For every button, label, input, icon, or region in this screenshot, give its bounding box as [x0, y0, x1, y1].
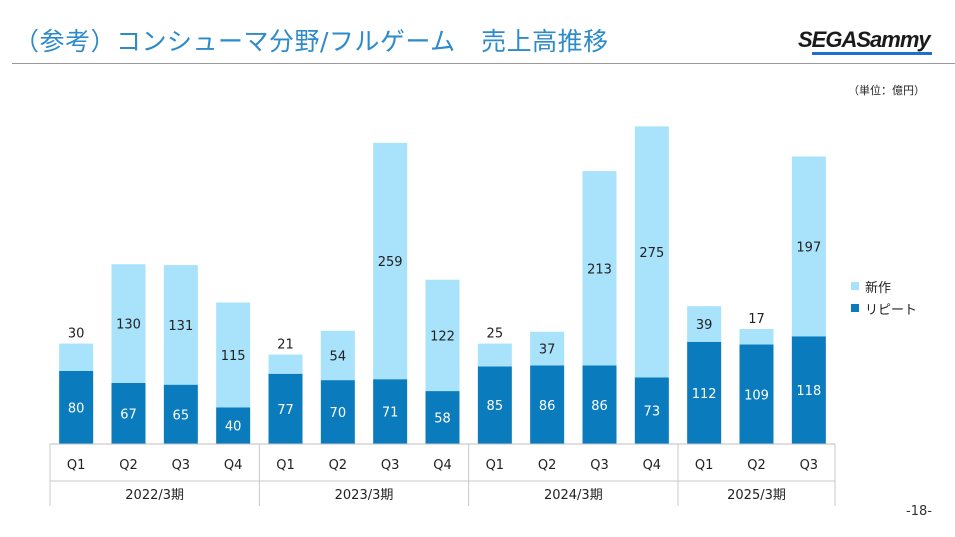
group-label-3: 2024/3期 — [544, 488, 603, 503]
data-label-repeat-12: 73 — [644, 405, 661, 420]
bar-repeat-14 — [739, 344, 774, 444]
data-label-new-13: 39 — [696, 318, 713, 333]
legend-label-new: 新作 — [865, 280, 892, 296]
group-label-1: 2022/3期 — [125, 488, 184, 503]
title-divider — [12, 63, 955, 64]
page-title: （参考）コンシューマ分野/フルゲーム 売上高推移 — [14, 27, 609, 56]
bar-repeat-10 — [530, 365, 565, 444]
legend-label-repeat: リピート — [865, 302, 918, 318]
bar-new-12 — [634, 126, 669, 378]
bar-new-4 — [216, 302, 251, 408]
tick-label-14: Q2 — [747, 458, 766, 473]
data-label-repeat-15: 118 — [796, 384, 821, 399]
bar-new-15 — [791, 156, 826, 337]
legend-swatch-repeat — [851, 304, 859, 312]
data-label-repeat-3: 65 — [173, 408, 190, 423]
bar-repeat-11 — [582, 365, 617, 444]
bar-new-13 — [687, 306, 722, 342]
tick-label-7: Q3 — [381, 458, 400, 473]
bar-repeat-9 — [477, 366, 512, 444]
data-label-new-15: 197 — [796, 240, 821, 255]
data-label-repeat-11: 86 — [591, 399, 608, 414]
bar-repeat-5 — [268, 373, 303, 444]
tick-label-6: Q2 — [329, 458, 348, 473]
data-label-new-3: 131 — [168, 319, 193, 334]
bar-repeat-7 — [373, 379, 408, 444]
data-label-new-9: 25 — [487, 327, 504, 342]
data-label-new-12: 275 — [639, 246, 664, 261]
data-label-repeat-8: 58 — [434, 412, 451, 427]
data-label-repeat-7: 71 — [382, 406, 399, 421]
tick-label-12: Q4 — [643, 458, 662, 473]
bar-new-10 — [530, 331, 565, 366]
legend-item-repeat: リピート — [851, 297, 917, 319]
data-label-new-14: 17 — [748, 312, 765, 327]
data-label-repeat-1: 80 — [68, 401, 85, 416]
bar-new-1 — [59, 343, 94, 371]
data-label-new-5: 21 — [277, 338, 294, 353]
tick-label-3: Q3 — [172, 458, 191, 473]
bar-repeat-2 — [111, 382, 146, 444]
bar-repeat-6 — [320, 380, 355, 444]
data-label-new-10: 37 — [539, 343, 556, 358]
tick-label-4: Q4 — [224, 458, 243, 473]
bar-new-2 — [111, 264, 146, 383]
data-label-repeat-2: 67 — [120, 407, 137, 422]
group-label-2: 2023/3期 — [335, 488, 394, 503]
data-label-new-7: 259 — [378, 255, 403, 270]
tick-label-10: Q2 — [538, 458, 557, 473]
data-label-repeat-10: 86 — [539, 399, 556, 414]
bar-repeat-13 — [687, 341, 722, 444]
tick-label-9: Q1 — [486, 458, 505, 473]
chart-legend: 新作 リピート — [851, 275, 917, 319]
bar-new-8 — [425, 279, 460, 392]
bar-repeat-3 — [163, 384, 198, 444]
bar-new-9 — [477, 343, 512, 367]
data-label-repeat-14: 109 — [744, 388, 769, 403]
data-label-new-11: 213 — [587, 262, 612, 277]
segasammy-logo: SEGASammy — [798, 27, 931, 52]
bar-new-5 — [268, 354, 303, 374]
data-label-repeat-9: 85 — [487, 399, 504, 414]
tick-label-1: Q1 — [67, 458, 86, 473]
legend-item-new: 新作 — [851, 275, 917, 297]
bar-new-3 — [163, 265, 198, 385]
bar-repeat-15 — [791, 336, 826, 444]
data-label-repeat-6: 70 — [330, 406, 347, 421]
data-label-new-2: 130 — [116, 318, 141, 333]
data-label-new-4: 115 — [221, 349, 246, 364]
unit-label: （単位：億円） — [848, 84, 925, 97]
bar-repeat-8 — [425, 391, 460, 444]
legend-swatch-new — [851, 282, 859, 290]
tick-label-2: Q2 — [119, 458, 138, 473]
data-label-repeat-4: 40 — [225, 420, 242, 435]
tick-label-5: Q1 — [276, 458, 295, 473]
bar-new-7 — [373, 142, 408, 380]
tick-label-11: Q3 — [590, 458, 609, 473]
tick-label-15: Q3 — [800, 458, 819, 473]
data-label-new-6: 54 — [330, 349, 347, 364]
bar-new-11 — [582, 171, 617, 366]
page-number: -18- — [906, 504, 932, 519]
data-label-new-8: 122 — [430, 329, 455, 344]
bar-repeat-12 — [634, 377, 669, 444]
bar-repeat-4 — [216, 407, 251, 444]
bar-new-14 — [739, 329, 774, 345]
bar-repeat-1 — [59, 370, 94, 444]
data-label-repeat-13: 112 — [692, 387, 717, 402]
data-label-new-1: 30 — [68, 327, 85, 342]
logo-underline — [812, 52, 932, 55]
data-label-repeat-5: 77 — [277, 403, 294, 418]
bar-new-6 — [320, 330, 355, 381]
group-label-4: 2025/3期 — [727, 488, 786, 503]
tick-label-13: Q1 — [695, 458, 714, 473]
tick-label-8: Q4 — [433, 458, 452, 473]
